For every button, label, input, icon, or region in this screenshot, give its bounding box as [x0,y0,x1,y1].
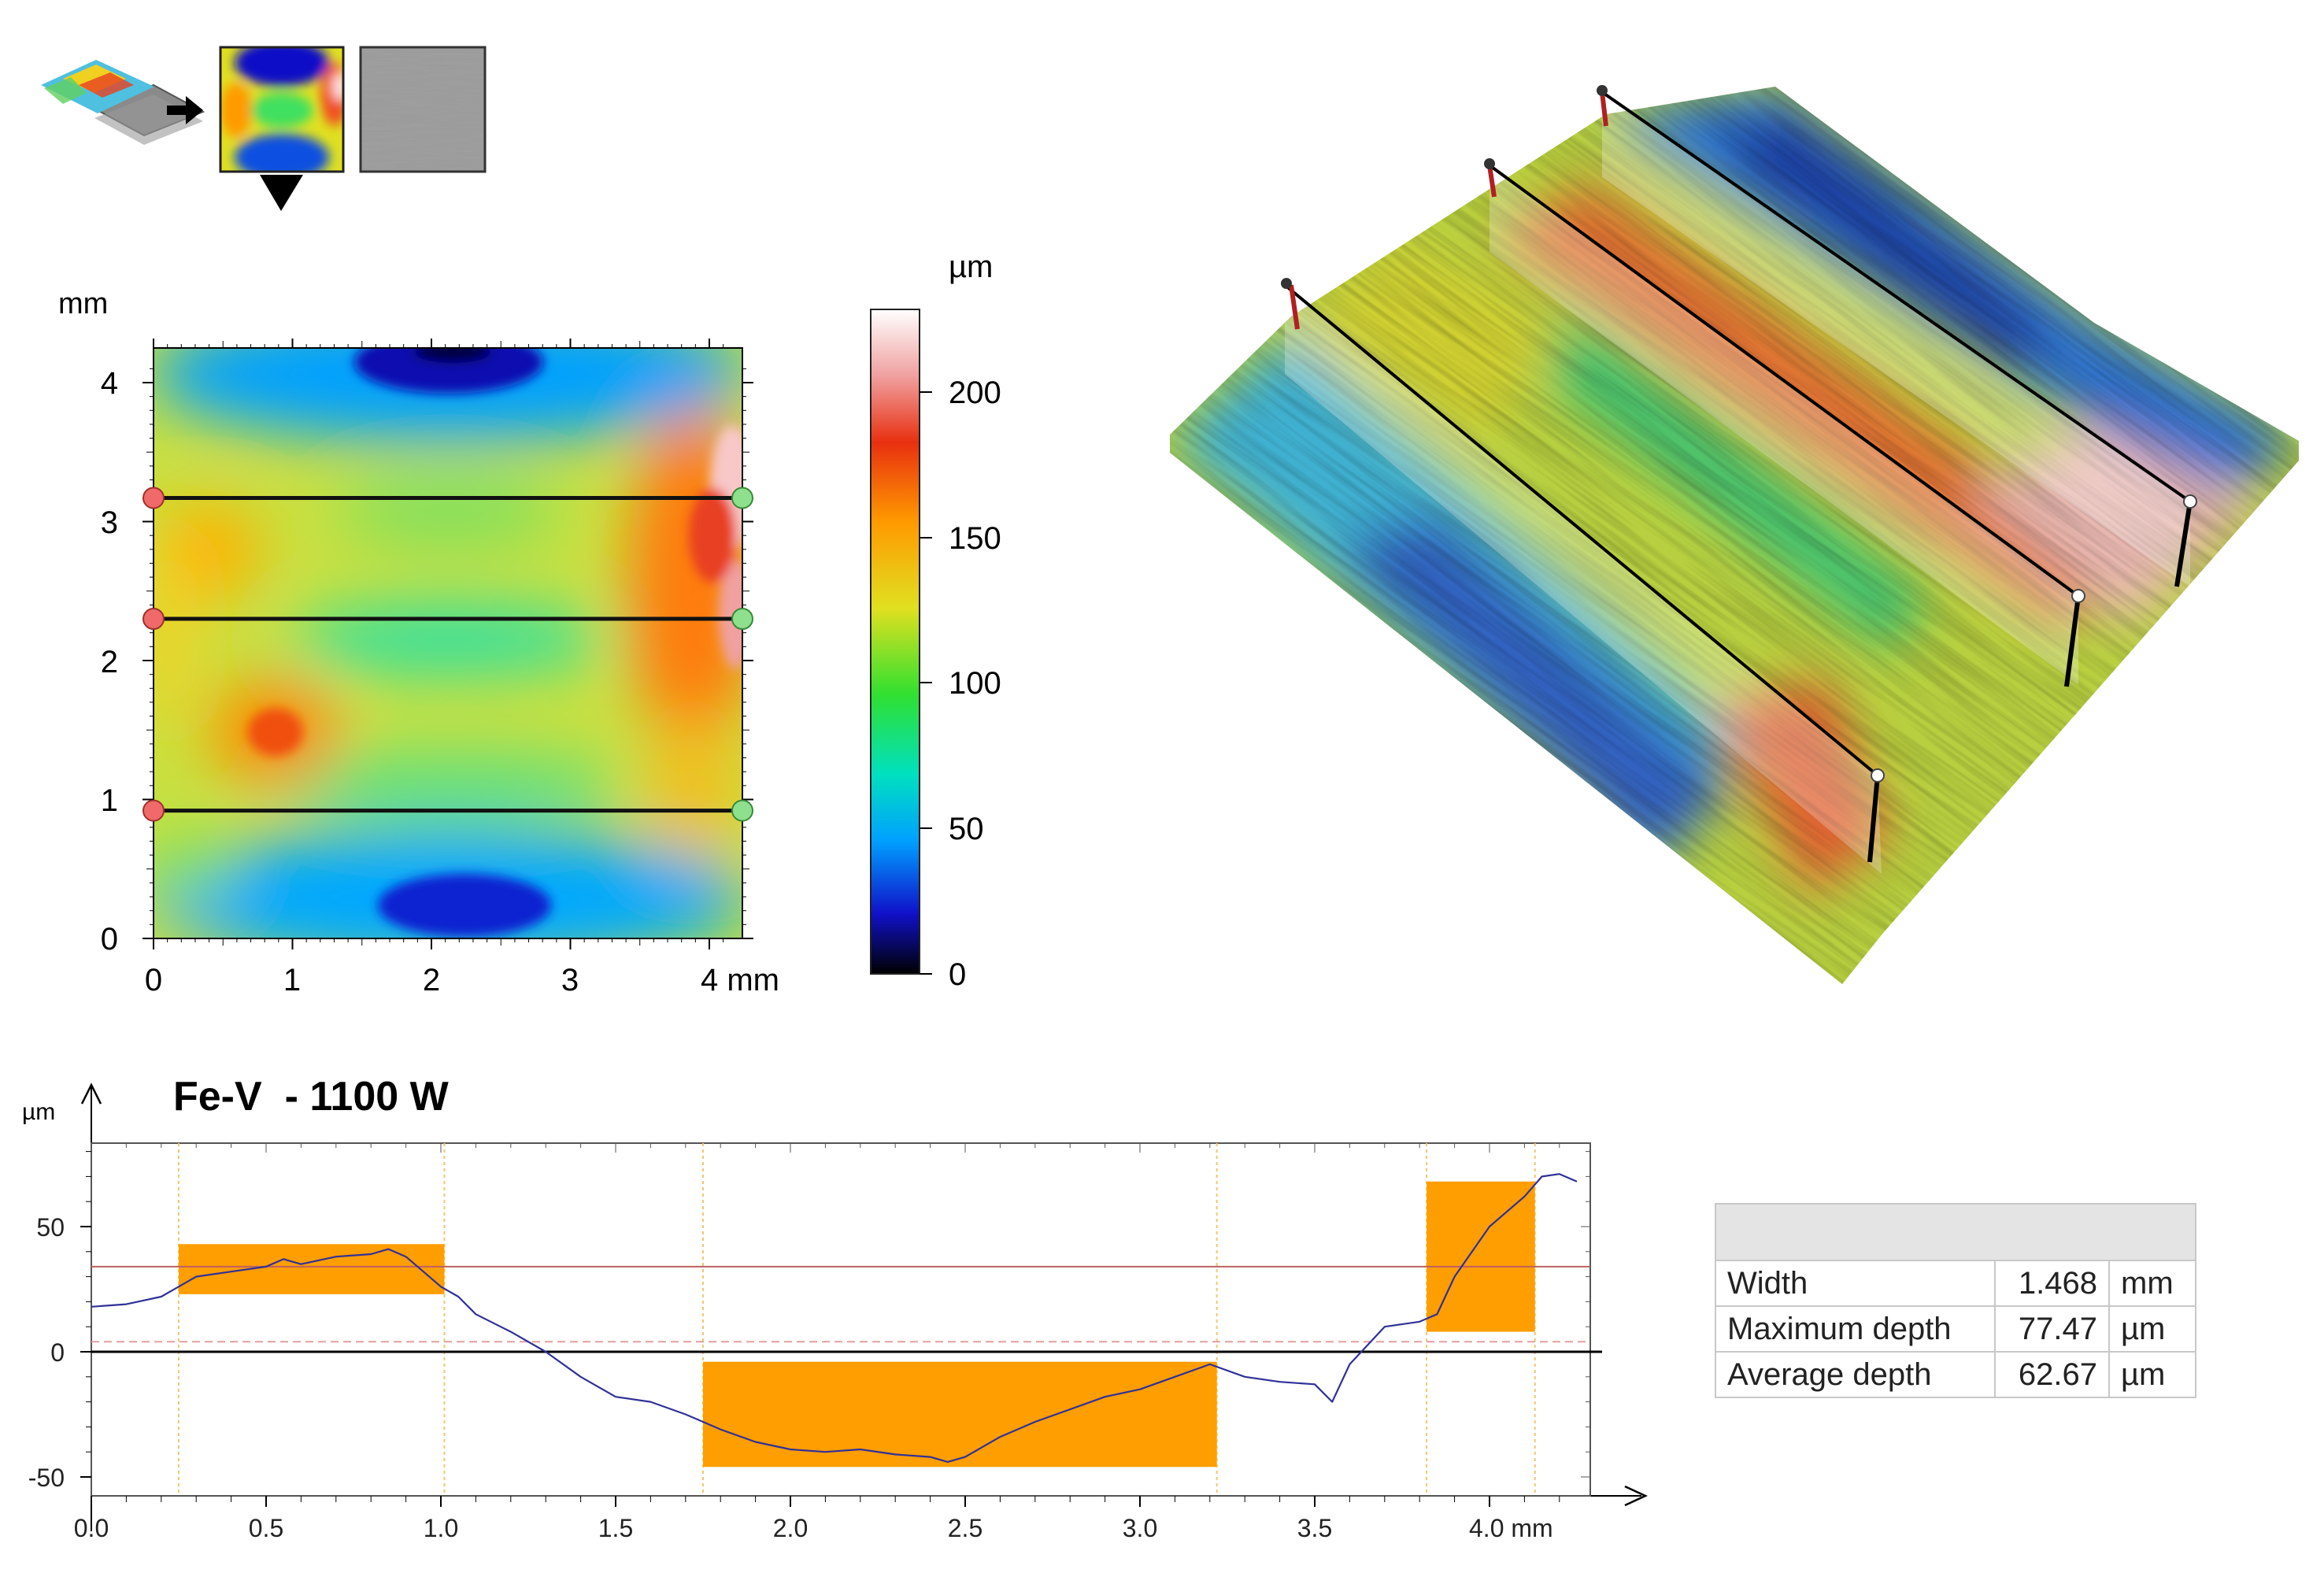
height-map-y-tick: 0 [101,922,118,957]
x-tick-label: 1.0 [424,1514,458,1542]
profile-start-handle[interactable] [142,487,165,509]
x-tick-label: 1.5 [598,1514,633,1542]
row-unit: µm [2108,1351,2196,1398]
profile-y-unit: µm [22,1099,55,1125]
x-tick-label: 0.0 [74,1514,109,1542]
y-axis-arrow-icon [82,1090,91,1472]
profile-y-tick-labels: -50 0 50 [28,1213,65,1492]
row-label: Maximum depth [1715,1305,1996,1353]
profile-plane-icon [1281,85,2197,874]
height-map-x-tick: 0 [145,963,162,997]
colorbar-tick: 150 [949,521,1001,556]
row-value: 1.468 [1994,1260,2110,1307]
height-map-x-tick: 4 mm [701,963,779,997]
thumbnail-strip [41,39,487,211]
row-value: 77.47 [1994,1305,2110,1353]
profile-end-handle[interactable] [731,799,753,822]
row-label: Average depth [1715,1351,1996,1398]
table-row: Width 1.468 mm [1715,1260,2196,1307]
height-map-thumbnail[interactable] [219,39,349,181]
x-tick-label: 0.5 [249,1514,283,1542]
surface-3d-layers-icon[interactable] [41,60,205,145]
height-map-y-tick: 1 [101,783,118,818]
height-map-y-tick: 4 [101,366,118,401]
colorbar: µm 0 50 100 150 200 [870,250,1001,992]
y-tick-label: 0 [50,1338,65,1367]
y-tick-label: -50 [28,1464,65,1492]
height-map-x-tick: 1 [283,963,301,997]
colorbar-tick: 100 [949,666,1001,701]
height-map-image [154,348,742,938]
x-tick-label: 4.0 mm [1469,1514,1553,1542]
profile-start-handle[interactable] [142,608,165,631]
height-map[interactable]: mm [58,287,779,997]
profile-chart-title: Fe-V - 1100 W [173,1074,450,1120]
height-map-x-tick: 2 [423,963,440,997]
x-tick-label: 3.0 [1123,1514,1157,1542]
profile-line-series [91,1173,1578,1463]
colorbar-ticks [920,391,932,975]
measurement-region [1427,1181,1535,1332]
x-axis-arrow-icon [1624,1485,1648,1507]
height-map-y-tick: 3 [101,505,118,540]
arrow-right-icon [167,96,203,124]
colorbar-unit: µm [949,250,993,284]
x-tick-label: 2.5 [948,1514,983,1542]
profile-x-tick-labels: 0.0 0.5 1.0 1.5 2.0 2.5 3.0 3.5 4.0 mm [74,1514,1553,1542]
results-table: Width 1.468 mm Maximum depth 77.47 µm Av… [1715,1203,2196,1398]
triangle-down-icon[interactable] [260,175,303,211]
profile-start-handle[interactable] [142,799,165,822]
y-tick-label: 50 [36,1213,65,1242]
profile-axis-ticks [80,1143,1590,1507]
y-axis-arrow-icon [80,1083,102,1105]
profile-reference-lines [91,1265,1602,1353]
profile-chart[interactable]: Fe-V - 1100 W µm -50 0 50 0.0 0.5 1.0 1.5 2.0 2… [22,1074,1648,1542]
height-map-x-tick: 3 [561,963,579,997]
profile-lines[interactable] [142,487,753,822]
table-row: Average depth 62.67 µm [1715,1351,2196,1398]
measurement-region [179,1244,445,1294]
row-unit: µm [2108,1305,2196,1353]
profile-series [91,1173,1578,1463]
measurement-region [703,1361,1217,1468]
3d-surface-render[interactable] [1014,0,2324,1245]
colorbar-tick: 0 [949,957,966,992]
table-row: Maximum depth 77.47 µm [1715,1305,2196,1353]
grayscale-image-thumbnail[interactable] [359,46,487,173]
colorbar-tick: 50 [949,812,984,846]
colorbar-gradient [870,309,920,975]
colorbar-tick: 200 [949,376,1001,410]
profile-end-handle[interactable] [731,487,753,509]
x-tick-label: 2.0 [773,1514,808,1542]
x-tick-label: 3.5 [1297,1514,1332,1542]
results-table-header [1715,1203,2196,1261]
height-map-y-tick: 2 [101,645,118,679]
profile-end-handle[interactable] [731,608,753,631]
profile-plot-frame [91,1142,1591,1497]
height-map-ticks [142,339,753,949]
row-label: Width [1715,1260,1996,1307]
row-value: 62.67 [1994,1351,2110,1398]
row-unit: mm [2108,1260,2196,1307]
profile-regions [179,1181,1535,1468]
height-map-y-unit: mm [58,287,108,320]
